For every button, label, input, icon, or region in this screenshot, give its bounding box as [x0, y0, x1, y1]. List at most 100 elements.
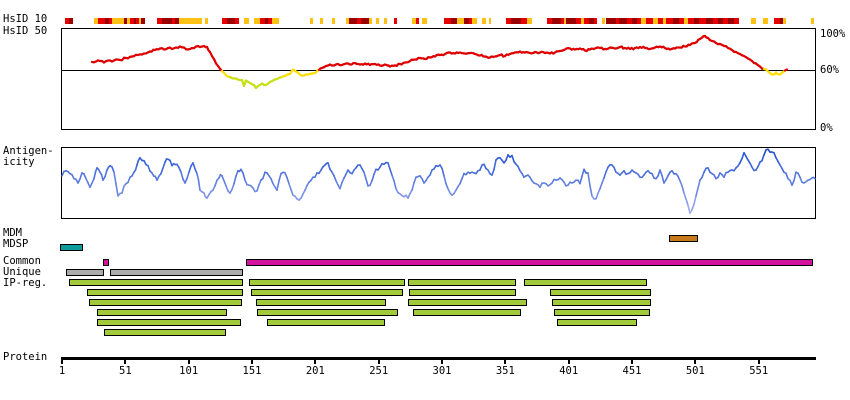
y-axis-label-100pct: 100% [820, 28, 846, 40]
ipreg-bar [552, 299, 651, 306]
ipreg-bar [408, 279, 516, 286]
antigenicity-label-line1: Antigen- [3, 145, 54, 157]
mdsp-row-label: MDSP [3, 238, 29, 250]
heatmap-segment [384, 18, 387, 24]
heatmap-segment [172, 18, 175, 24]
line-segment [286, 176, 290, 185]
line-segment [284, 172, 288, 179]
line-segment [93, 171, 97, 180]
heatmap-segment [718, 18, 723, 24]
line-segment [147, 164, 151, 172]
ipreg-row-label: IP-reg. [3, 277, 48, 289]
heatmap-segment [346, 18, 349, 24]
line-segment [517, 165, 521, 172]
ipreg-bar [104, 329, 226, 336]
heatmap-segment [357, 18, 361, 24]
line-segment [773, 152, 777, 159]
line-segment [188, 165, 192, 173]
line-segment [791, 179, 795, 186]
common-epitope-bar [103, 259, 109, 266]
heatmap-segment [489, 18, 491, 24]
line-segment [186, 171, 190, 180]
heatmap-segment [272, 18, 279, 24]
ipreg-bar [249, 279, 405, 286]
axis-tick-label: 351 [495, 365, 515, 377]
line-segment [197, 179, 201, 191]
protein-axis-label: Protein [3, 351, 48, 363]
line-segment [605, 166, 609, 173]
heatmap-segment [416, 18, 419, 24]
line-segment [445, 182, 449, 190]
heatmap-segment [584, 18, 589, 24]
line-segment [225, 185, 229, 192]
ipreg-bar [89, 299, 242, 306]
axis-tick-mark [314, 360, 317, 364]
line-segment [391, 174, 395, 182]
axis-tick-label: 401 [559, 365, 579, 377]
line-segment [411, 181, 415, 191]
ipreg-bar [413, 309, 521, 316]
heatmap-segment [673, 18, 679, 24]
unique-epitope-bar [66, 269, 104, 276]
heatmap-segment [98, 18, 105, 24]
line-segment [83, 173, 87, 180]
line-segment [258, 179, 262, 186]
heatmap-segment [627, 18, 632, 24]
line-segment [685, 198, 689, 207]
line-segment [723, 171, 727, 179]
line-segment [244, 179, 248, 186]
heatmap-segment [464, 18, 469, 24]
line-segment [371, 173, 375, 182]
line-segment [793, 171, 797, 182]
ipreg-bar [408, 299, 527, 306]
line-segment [288, 182, 292, 191]
line-segment [192, 162, 196, 170]
ipreg-bar [550, 289, 651, 296]
heatmap-segment [576, 18, 581, 24]
line-segment [278, 172, 282, 182]
line-segment [184, 177, 188, 184]
line-segment [429, 169, 433, 176]
ipreg-bar [267, 319, 385, 326]
line-segment [407, 192, 411, 199]
line-segment [111, 166, 115, 173]
heatmap-segment [521, 18, 527, 24]
heatmap-segment [564, 18, 566, 24]
line-segment [783, 68, 789, 72]
unique-row-label: Unique [3, 266, 41, 278]
line-segment [136, 159, 140, 166]
common-epitope-bar [246, 259, 813, 266]
line-segment [701, 171, 705, 179]
axis-tick-label: 101 [179, 365, 199, 377]
axis-tick-mark [694, 360, 697, 364]
heatmap-segment [684, 18, 688, 24]
heatmap-segment [641, 18, 646, 24]
axis-tick-label: 451 [622, 365, 642, 377]
line-segment [262, 171, 266, 180]
line-segment [443, 175, 447, 185]
line-segment [79, 172, 83, 180]
heatmap-segment [422, 18, 427, 24]
line-segment [341, 177, 345, 184]
line-segment [196, 172, 200, 181]
heatmap-segment [227, 18, 235, 24]
antigenicity-plot-box [61, 147, 816, 219]
protein-axis-line [61, 357, 816, 360]
line-segment [233, 175, 237, 185]
axis-tick-label: 1 [58, 365, 66, 377]
ipreg-bar [251, 289, 403, 296]
line-segment [339, 181, 343, 190]
line-segment [413, 176, 417, 184]
heatmap-segment [606, 18, 616, 24]
ipreg-bar [97, 319, 241, 326]
heatmap-segment [699, 18, 706, 24]
heatmap-segment [561, 18, 564, 24]
heatmap-segment [527, 18, 532, 24]
axis-tick-mark [377, 360, 380, 364]
heatmap-segment [310, 18, 313, 24]
axis-tick-label: 501 [685, 365, 705, 377]
mdm-row-label: MDM [3, 227, 22, 239]
heatmap-segment [594, 18, 597, 24]
line-segment [695, 187, 699, 197]
heatmap-segment [141, 18, 145, 24]
